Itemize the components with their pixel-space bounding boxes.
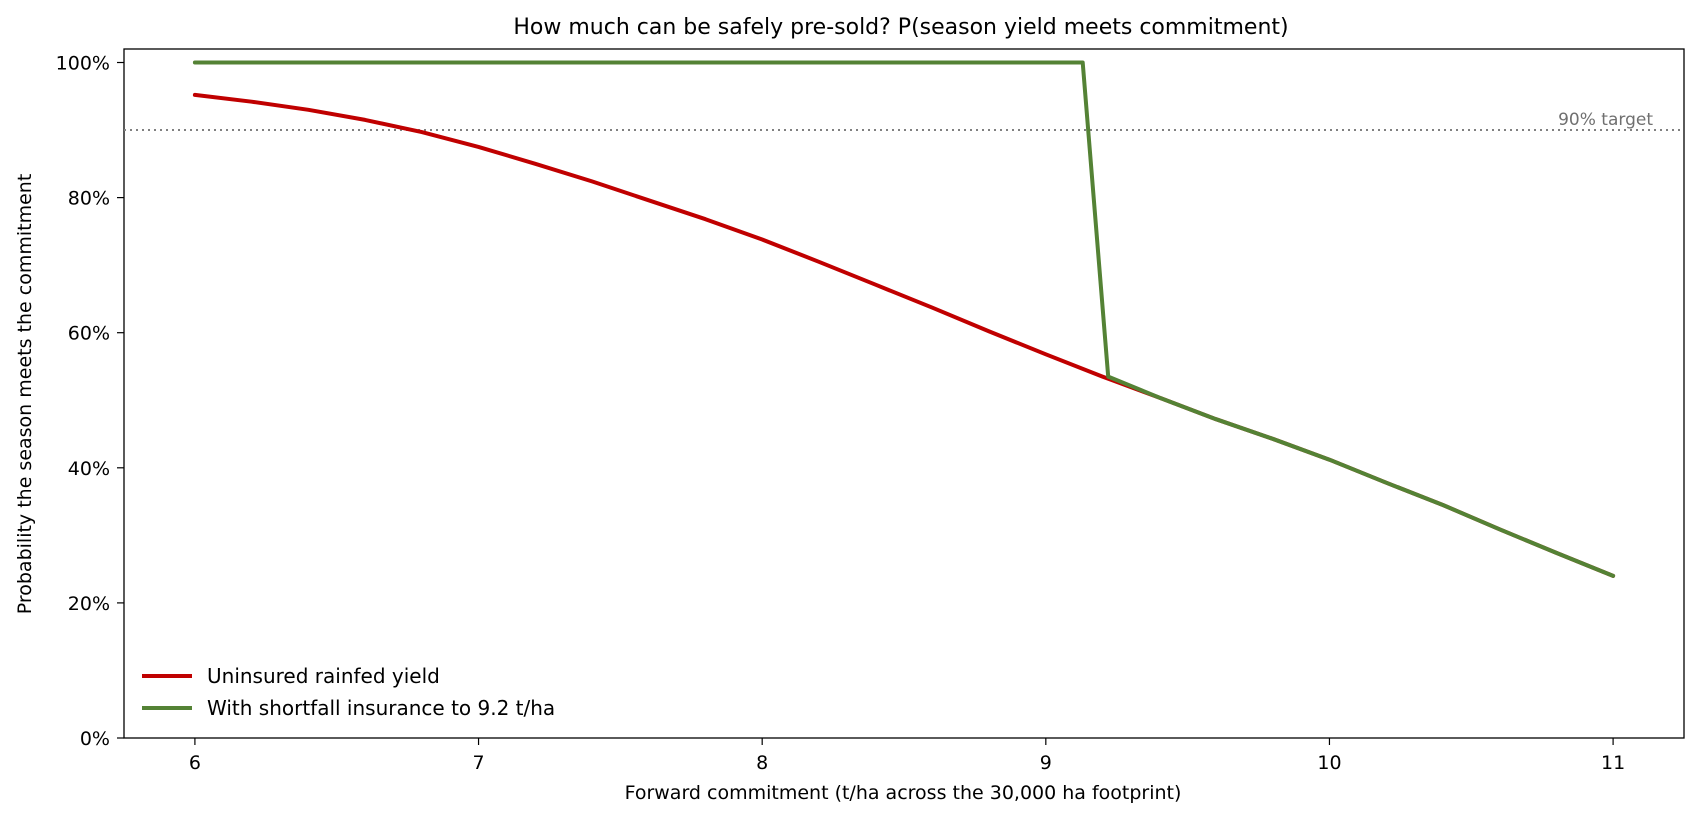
x-tick-label: 7 <box>472 752 484 774</box>
x-axis-label: Forward commitment (t/ha across the 30,0… <box>625 782 1182 804</box>
x-tick-label: 8 <box>756 752 768 774</box>
plot-frame <box>123 48 1685 739</box>
uninsured-series-line <box>192 92 1616 578</box>
legend-label-uninsured: Uninsured rainfed yield <box>207 664 440 688</box>
y-axis-label: Probability the season meets the commitm… <box>14 174 36 615</box>
chart-title: How much can be safely pre-sold? P(seaso… <box>513 15 1288 40</box>
x-tick-label: 10 <box>1317 752 1341 774</box>
plot-area <box>123 48 1685 739</box>
x-tick-label: 9 <box>1040 752 1052 774</box>
y-tick-label: 0% <box>80 728 110 750</box>
y-tick-label: 100% <box>56 53 110 75</box>
y-tick-label: 80% <box>68 188 110 210</box>
target-reference-label: 90% target <box>1558 110 1653 130</box>
x-tick-label: 6 <box>189 752 201 774</box>
y-tick-label: 60% <box>68 323 110 345</box>
axes-group: 6 7 8 9 10 11 0% 20% 40% 60% 80% 100% <box>56 53 1626 774</box>
reference-line-group: 90% target <box>124 110 1684 132</box>
x-tick-label: 11 <box>1601 752 1625 774</box>
series-group <box>192 60 1616 578</box>
y-tick-label: 20% <box>68 593 110 615</box>
legend-label-insured: With shortfall insurance to 9.2 t/ha <box>207 696 555 720</box>
y-tick-label: 40% <box>68 458 110 480</box>
insured-series-line <box>192 60 1616 578</box>
legend: Uninsured rainfed yield With shortfall i… <box>142 664 555 720</box>
